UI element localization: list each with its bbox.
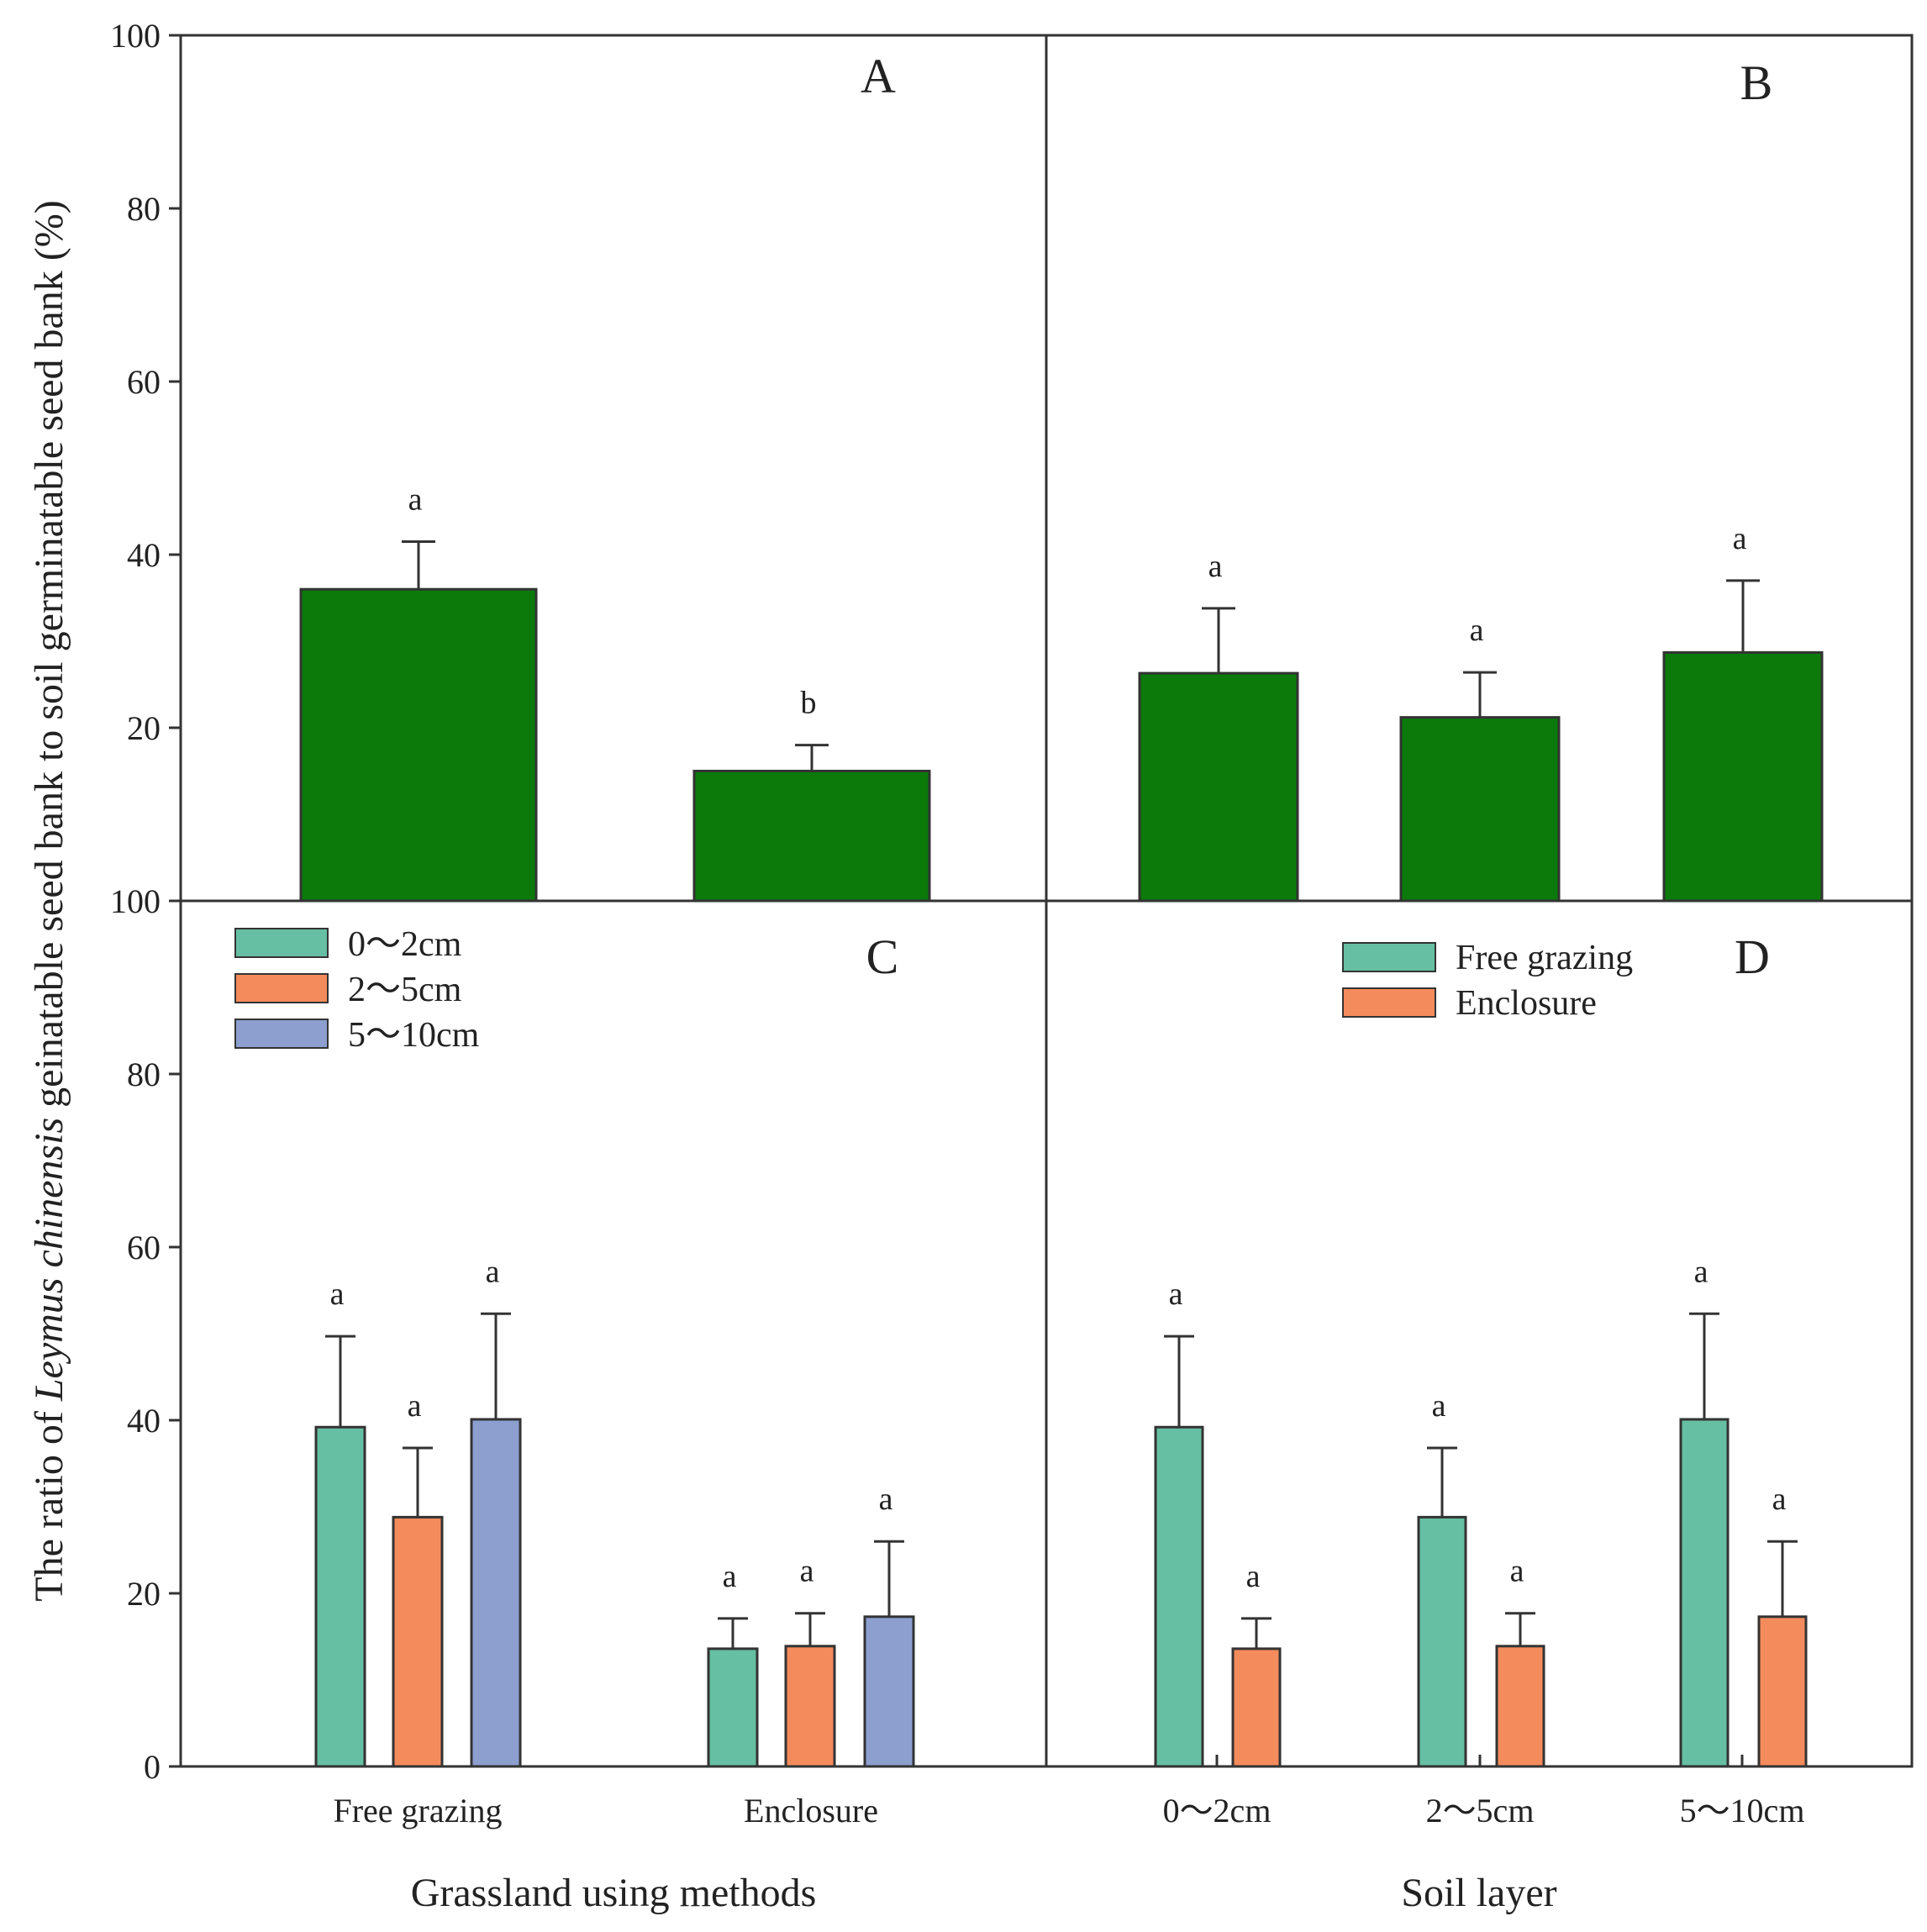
bar (1679, 1418, 1730, 1768)
x-category-labels: Free grazing Enclosure 0～2cm 2～5cm 5～10c… (333, 1792, 1804, 1829)
legend-label-2-5cm: 2～5cm (348, 971, 462, 1009)
significance-label: a (800, 1554, 814, 1589)
bar (314, 1425, 366, 1768)
legend-swatch-free-grazing (1342, 942, 1436, 972)
x-category-label: 5～10cm (1680, 1792, 1805, 1829)
legend-swatch-enclosure (1342, 987, 1436, 1018)
bar (863, 1615, 915, 1768)
bar (392, 1515, 444, 1768)
legend-swatch-0-2cm (234, 928, 329, 958)
y-tick-label: 20 (127, 709, 161, 747)
legend-swatch-5-10cm (234, 1019, 329, 1049)
significance-label: a (1733, 521, 1747, 556)
bar (1417, 1515, 1467, 1768)
y-axis-ticks: 100 80 60 40 20 100 80 60 40 20 0 (110, 17, 1744, 1786)
significance-label: a (1246, 1559, 1261, 1594)
y-tick-label: 80 (127, 1055, 161, 1093)
bar (707, 1647, 759, 1768)
y-tick-label: 100 (110, 17, 161, 55)
bar (1757, 1615, 1808, 1768)
legend-label-free-grazing: Free grazing (1456, 939, 1633, 977)
bar (1399, 716, 1561, 903)
x-category-label: 0～2cm (1163, 1792, 1272, 1829)
significance-label: a (1432, 1388, 1446, 1424)
significance-label: a (879, 1482, 893, 1517)
significance-label: a (1772, 1482, 1787, 1517)
significance-label: a (723, 1559, 737, 1594)
significance-label: a (1694, 1254, 1709, 1289)
legend-label-5-10cm: 5～10cm (348, 1016, 480, 1055)
x-axis-title-left: Grassland using methods (411, 1871, 817, 1915)
x-axis-title-right: Soil layer (1401, 1871, 1556, 1915)
axis-titles: Grassland using methods Soil layer The r… (27, 200, 1557, 1915)
bar (784, 1645, 836, 1768)
legend-label-enclosure: Enclosure (1456, 984, 1597, 1023)
significance-label: b (801, 686, 817, 721)
panel-labels: A B C D (861, 49, 1772, 984)
legend-c: 0～2cm 2～5cm 5～10cm (234, 925, 480, 1055)
y-tick-label: 80 (127, 190, 161, 228)
y-axis-title-species: Leymus chinensis (27, 1118, 71, 1402)
y-tick-label: 20 (127, 1575, 161, 1613)
bar (1154, 1425, 1204, 1768)
significance-label: a (1208, 549, 1223, 584)
bar (470, 1418, 522, 1768)
y-tick-label: 0 (144, 1748, 161, 1786)
panel-label-a: A (861, 49, 896, 103)
significance-label: a (1470, 613, 1484, 648)
bars-layer: a b a a a a a a a a a a a a a a a (299, 482, 1824, 1768)
significance-label: a (330, 1277, 345, 1312)
significance-label: a (408, 482, 423, 518)
y-tick-label: 60 (127, 1229, 161, 1266)
bar (1662, 650, 1824, 903)
significance-label: a (1169, 1277, 1183, 1312)
significance-label: a (486, 1254, 500, 1289)
bar (1231, 1647, 1282, 1768)
y-tick-label: 40 (127, 1402, 161, 1440)
y-tick-label: 40 (127, 536, 161, 574)
legend-d: Free grazing Enclosure (1342, 939, 1633, 1023)
legend-swatch-2-5cm (234, 973, 329, 1003)
legend-label-0-2cm: 0～2cm (348, 925, 462, 964)
significance-label: a (1510, 1554, 1524, 1589)
y-axis-title: The ratio of Leymus chinensis geinatable… (27, 200, 71, 1601)
y-axis-title-prefix: The ratio of (27, 1401, 71, 1602)
bar (1138, 671, 1299, 903)
bar (299, 587, 538, 903)
panel-label-c: C (866, 929, 899, 984)
y-axis-title-suffix: geinatable seed bank to soil germinatabl… (27, 200, 71, 1118)
panel-label-b: B (1740, 55, 1773, 110)
x-category-label: Free grazing (333, 1792, 502, 1829)
significance-label: a (408, 1388, 422, 1424)
bar (692, 770, 931, 903)
y-tick-label: 100 (110, 882, 161, 920)
x-category-label: 2～5cm (1426, 1792, 1535, 1829)
y-tick-label: 60 (127, 363, 161, 401)
x-category-label: Enclosure (744, 1792, 878, 1829)
bar (1495, 1645, 1545, 1768)
panel-label-d: D (1735, 929, 1770, 984)
